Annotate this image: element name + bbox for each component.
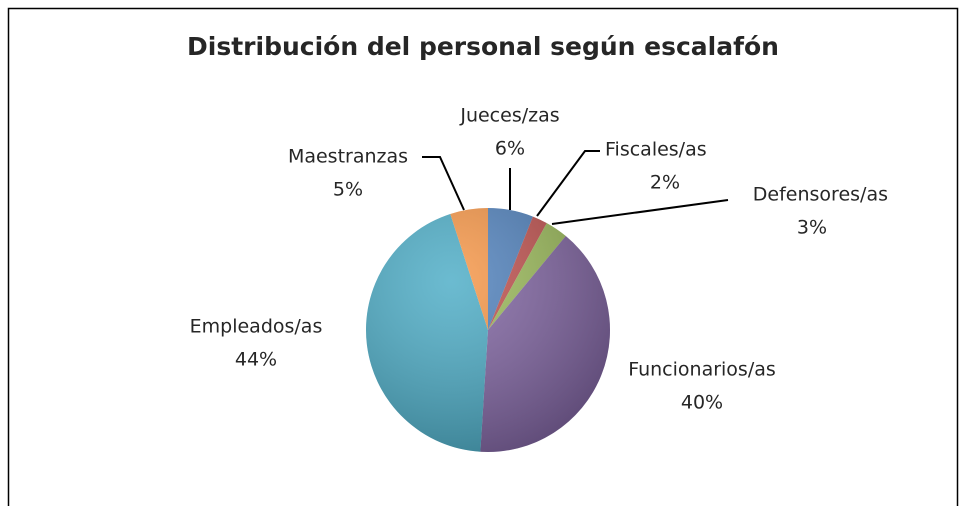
data-label-name: Fiscales/as bbox=[605, 139, 707, 161]
data-label-name: Defensores/as bbox=[753, 184, 888, 206]
data-label-value: 5% bbox=[333, 179, 363, 201]
chart-title: Distribución del personal según escalafó… bbox=[187, 32, 779, 61]
data-label-value: 44% bbox=[235, 349, 277, 371]
data-label-value: 40% bbox=[681, 392, 723, 414]
data-label-name: Jueces/zas bbox=[459, 105, 559, 127]
leader-line bbox=[536, 150, 600, 217]
data-label-value: 6% bbox=[495, 138, 525, 160]
data-label-name: Maestranzas bbox=[288, 146, 408, 168]
data-label-value: 2% bbox=[650, 172, 680, 194]
leader-line bbox=[422, 156, 465, 211]
data-label-name: Funcionarios/as bbox=[628, 359, 776, 381]
data-label-value: 3% bbox=[797, 217, 827, 239]
data-label-name: Empleados/as bbox=[190, 316, 323, 338]
leader-line bbox=[551, 199, 729, 225]
